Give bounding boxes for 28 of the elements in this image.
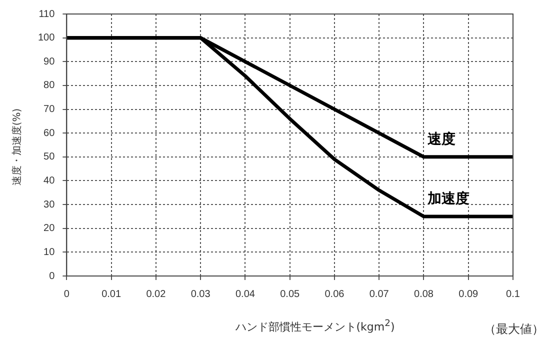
- x-tick-label: 0.02: [146, 288, 166, 300]
- y-tick-label: 110: [38, 8, 56, 20]
- y-tick-label: 60: [44, 128, 56, 139]
- y-tick-label: 50: [44, 152, 56, 163]
- x-tick-label: 0.03: [190, 288, 211, 300]
- x-tick-label: 0.01: [102, 288, 122, 300]
- x-tick-label: 0.07: [369, 288, 390, 300]
- y-tick-label: 70: [44, 104, 56, 116]
- y-axis-title: 速度・加速度(%): [10, 107, 24, 188]
- x-tick-label: 0.04: [235, 288, 256, 300]
- x-tick-label: 0.09: [458, 288, 479, 300]
- x-tick-label: 0.06: [324, 288, 345, 300]
- y-tick-label: 90: [44, 56, 56, 68]
- x-tick-label: 0: [64, 288, 70, 300]
- y-tick-label: 0: [49, 270, 56, 282]
- x-tick-label: 0.08: [414, 288, 434, 300]
- x-axis-title: ハンド部慣性モーメント(kgm$^{2}$): [234, 318, 396, 335]
- y-tick-label: 10: [44, 246, 56, 258]
- y-tick-label: 30: [44, 199, 56, 210]
- y-tick-label: 20: [44, 223, 56, 234]
- x-tick-label: 0.05: [280, 288, 300, 300]
- series-label: 加速度: [426, 190, 470, 208]
- series-label: 速度: [426, 130, 456, 148]
- y-tick-label: 40: [44, 175, 56, 186]
- text: （最大値）: [484, 321, 544, 338]
- y-tick-label: 100: [38, 32, 56, 44]
- y-tick-label: 80: [44, 80, 56, 92]
- x-tick-label: 0.1: [506, 288, 520, 300]
